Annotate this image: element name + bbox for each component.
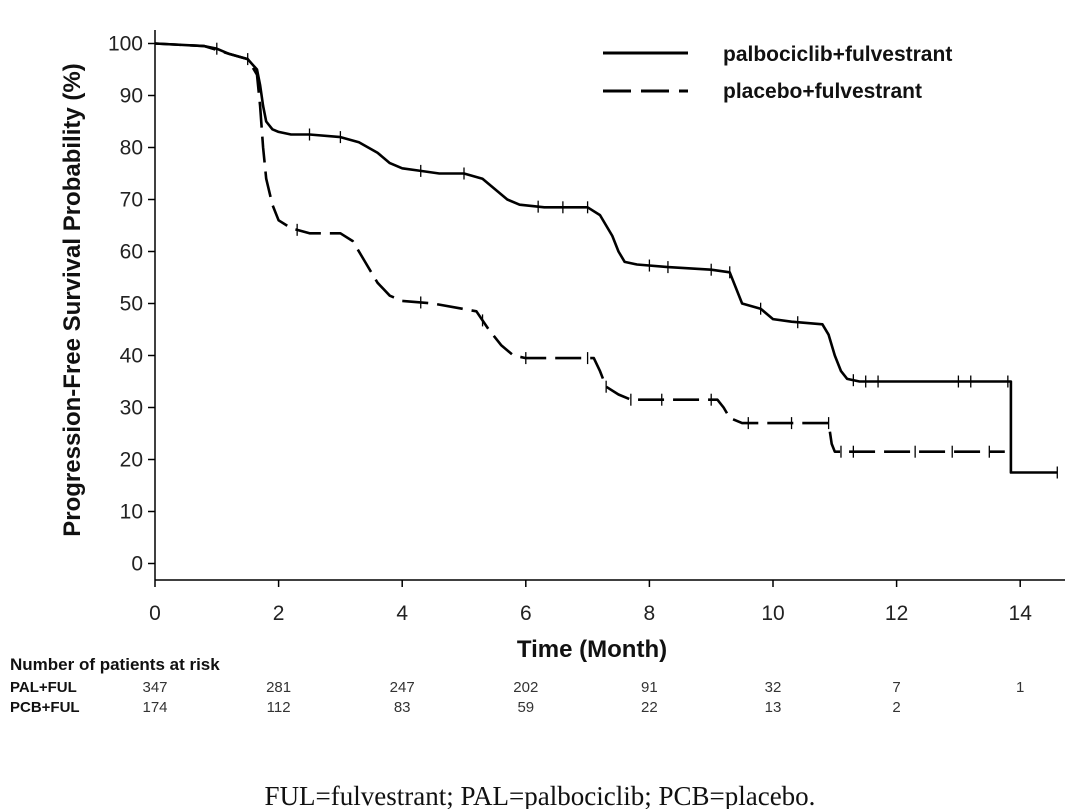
legend: palbociclib+fulvestrant placebo+fulvestr… <box>603 43 952 103</box>
x-tick-label: 8 <box>644 602 656 625</box>
risk-row-label-pal: PAL+FUL <box>10 679 77 696</box>
risk-value: 22 <box>641 699 658 716</box>
risk-value: 202 <box>513 679 538 696</box>
x-tick-label: 0 <box>149 602 161 625</box>
risk-value: 13 <box>765 699 782 716</box>
risk-value: 91 <box>641 679 658 696</box>
y-axis-title: Progression-Free Survival Probability (%… <box>59 63 86 536</box>
y-tick-label: 20 <box>120 449 143 472</box>
y-tick-label: 0 <box>131 553 143 576</box>
y-tick-label: 50 <box>120 293 143 316</box>
legend-label-placebo: placebo+fulvestrant <box>723 80 922 103</box>
y-tick-label: 40 <box>120 345 143 368</box>
y-tick-label: 10 <box>120 501 143 524</box>
risk-value: 59 <box>517 699 534 716</box>
x-tick-label: 4 <box>396 602 408 625</box>
x-tick-label: 6 <box>520 602 532 625</box>
y-tick-label: 60 <box>120 241 143 264</box>
x-tick-label: 12 <box>885 602 908 625</box>
risk-value: 32 <box>765 679 782 696</box>
y-tick-label: 70 <box>120 189 143 212</box>
risk-row-label-pcb: PCB+FUL <box>10 699 80 716</box>
risk-table-values: 347 281 247 202 91 32 7 1 174 112 83 59 22 13 2 <box>142 679 1024 716</box>
risk-value: 1 <box>1016 679 1024 696</box>
x-tick-label: 14 <box>1009 602 1033 625</box>
risk-value: 174 <box>142 699 167 716</box>
risk-value: 112 <box>267 699 291 716</box>
risk-value: 347 <box>142 679 167 696</box>
risk-value: 247 <box>390 679 415 696</box>
y-tick-label: 30 <box>120 397 143 420</box>
x-tick-label: 2 <box>273 602 285 625</box>
x-axis-title: Time (Month) <box>517 636 667 663</box>
series-line-placebo <box>154 42 1005 453</box>
series-line-palbociclib <box>154 42 1058 474</box>
y-tick-label: 80 <box>120 137 143 160</box>
plot-axes <box>154 30 1065 581</box>
risk-value: 281 <box>266 679 291 696</box>
risk-value: 7 <box>892 679 900 696</box>
footnote: FUL=fulvestrant; PAL=palbociclib; PCB=pl… <box>265 781 816 809</box>
axis-ticks: 0 10 20 30 40 50 60 70 80 90 100 0 2 4 6 8 10 12 14 <box>108 33 1032 626</box>
risk-value: 2 <box>892 699 900 716</box>
x-tick-label: 10 <box>761 602 784 625</box>
survival-curves <box>154 42 1058 479</box>
risk-table-title: Number of patients at risk <box>10 655 220 674</box>
risk-value: 83 <box>394 699 411 716</box>
legend-label-palbociclib: palbociclib+fulvestrant <box>723 43 952 66</box>
y-tick-label: 100 <box>108 33 143 56</box>
y-tick-label: 90 <box>120 85 143 108</box>
